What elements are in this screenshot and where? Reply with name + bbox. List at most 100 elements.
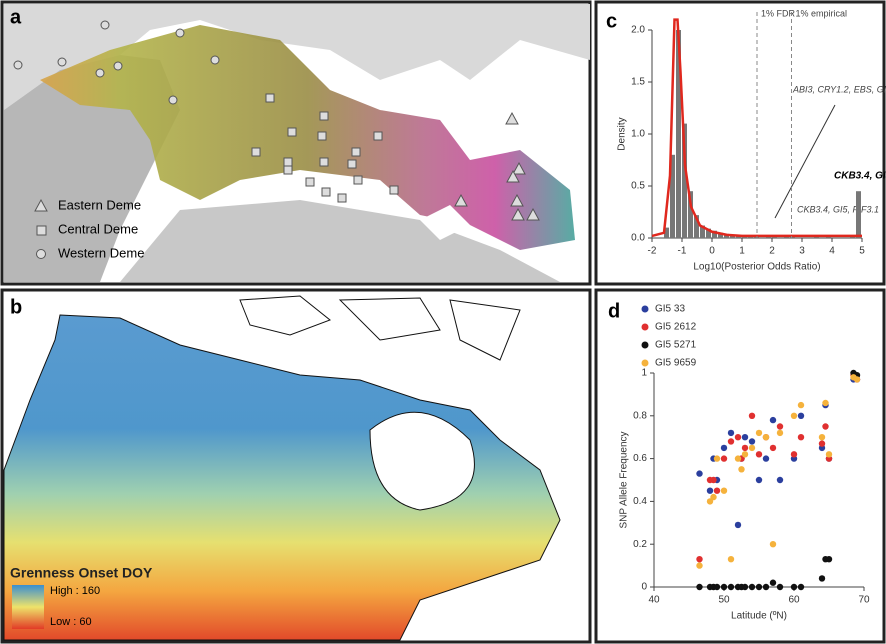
annotation: CKB3.4, GI5, PIF3.1 (797, 204, 879, 214)
legend-marker (642, 360, 649, 367)
panel-a: Eastern Deme Central Deme Western Deme a (2, 2, 590, 284)
x-tick-label: 1 (739, 246, 745, 257)
point (819, 440, 825, 446)
panel-label: a (10, 6, 22, 28)
x-tick-label: -1 (678, 246, 687, 257)
legend-label: GI5 5271 (655, 340, 697, 351)
y-tick-label: 2.0 (631, 25, 645, 36)
point (728, 438, 734, 444)
annotation: CKB3.4, GI5 (834, 171, 886, 182)
x-axis-title: Log10(Posterior Odds Ratio) (693, 262, 820, 273)
point (696, 584, 702, 590)
point (714, 488, 720, 494)
point (749, 438, 755, 444)
x-tick-label: 40 (648, 595, 660, 606)
point (742, 445, 748, 451)
point (714, 584, 720, 590)
y-tick-label: 0.6 (633, 453, 647, 464)
legend-high: High : 160 (50, 585, 100, 597)
point (770, 417, 776, 423)
point (826, 451, 832, 457)
point (777, 430, 783, 436)
x-axis-title: Latitude (ºN) (731, 611, 787, 622)
point (756, 451, 762, 457)
page: {"panel_labels": ["a", "b", "c", "d"], "… (0, 0, 886, 644)
x-tick-label: 50 (718, 595, 730, 606)
y-tick-label: 0.5 (631, 181, 645, 192)
point (696, 556, 702, 562)
point (735, 522, 741, 528)
point (742, 434, 748, 440)
point (763, 584, 769, 590)
point (749, 445, 755, 451)
x-tick-label: 2 (769, 246, 775, 257)
legend-title: Grenness Onset DOY (10, 565, 153, 581)
point (770, 541, 776, 547)
y-axis-title: SNP Allele Frequency (619, 431, 630, 528)
panel-label: d (608, 300, 620, 322)
point (819, 434, 825, 440)
point (791, 413, 797, 419)
legend-label: GI5 33 (655, 304, 685, 315)
x-tick-label: -2 (648, 246, 657, 257)
legend-label: Eastern Deme (58, 197, 141, 212)
point (742, 584, 748, 590)
y-tick-label: 0.2 (633, 539, 647, 550)
point (749, 584, 755, 590)
point (696, 562, 702, 568)
point (742, 451, 748, 457)
threshold-label: 1% empirical (796, 8, 848, 18)
point (710, 477, 716, 483)
panel-b: Grenness Onset DOY High : 160 Low : 60 b (2, 290, 590, 642)
x-tick-label: 70 (858, 595, 870, 606)
figure: Eastern Deme Central Deme Western Deme a… (0, 0, 886, 644)
point (707, 488, 713, 494)
threshold-label: 1% FDR (761, 8, 796, 18)
legend-label: Central Deme (58, 221, 138, 236)
point (756, 430, 762, 436)
point (738, 466, 744, 472)
point (798, 413, 804, 419)
point (721, 488, 727, 494)
point (777, 477, 783, 483)
point (735, 434, 741, 440)
point (728, 430, 734, 436)
y-tick-label: 0.4 (633, 496, 647, 507)
point (710, 494, 716, 500)
point (714, 455, 720, 461)
y-tick-label: 0.0 (631, 233, 645, 244)
panel-label: b (10, 296, 22, 318)
point (822, 400, 828, 406)
legend-marker (642, 342, 649, 349)
point (770, 445, 776, 451)
point (822, 423, 828, 429)
x-tick-label: 60 (788, 595, 800, 606)
point (728, 584, 734, 590)
color-ramp (12, 585, 44, 629)
point (777, 584, 783, 590)
legend-label: GI5 9659 (655, 358, 697, 369)
annotation: ABI3, CRY1.2, EBS, GI5, HY1.1 (792, 84, 886, 94)
point (763, 434, 769, 440)
legend-low: Low : 60 (50, 616, 92, 628)
point (798, 402, 804, 408)
point (763, 455, 769, 461)
point (798, 584, 804, 590)
point (791, 584, 797, 590)
legend-marker (642, 306, 649, 313)
point (819, 575, 825, 581)
point (791, 451, 797, 457)
legend-label: Western Deme (58, 245, 144, 260)
point (756, 477, 762, 483)
x-tick-label: 0 (709, 246, 715, 257)
point (696, 470, 702, 476)
point (735, 455, 741, 461)
y-tick-label: 0.8 (633, 410, 647, 421)
point (721, 584, 727, 590)
point (728, 556, 734, 562)
point (756, 584, 762, 590)
y-tick-label: 1.5 (631, 77, 645, 88)
y-tick-label: 0 (641, 582, 647, 593)
x-tick-label: 4 (829, 246, 835, 257)
point (770, 580, 776, 586)
